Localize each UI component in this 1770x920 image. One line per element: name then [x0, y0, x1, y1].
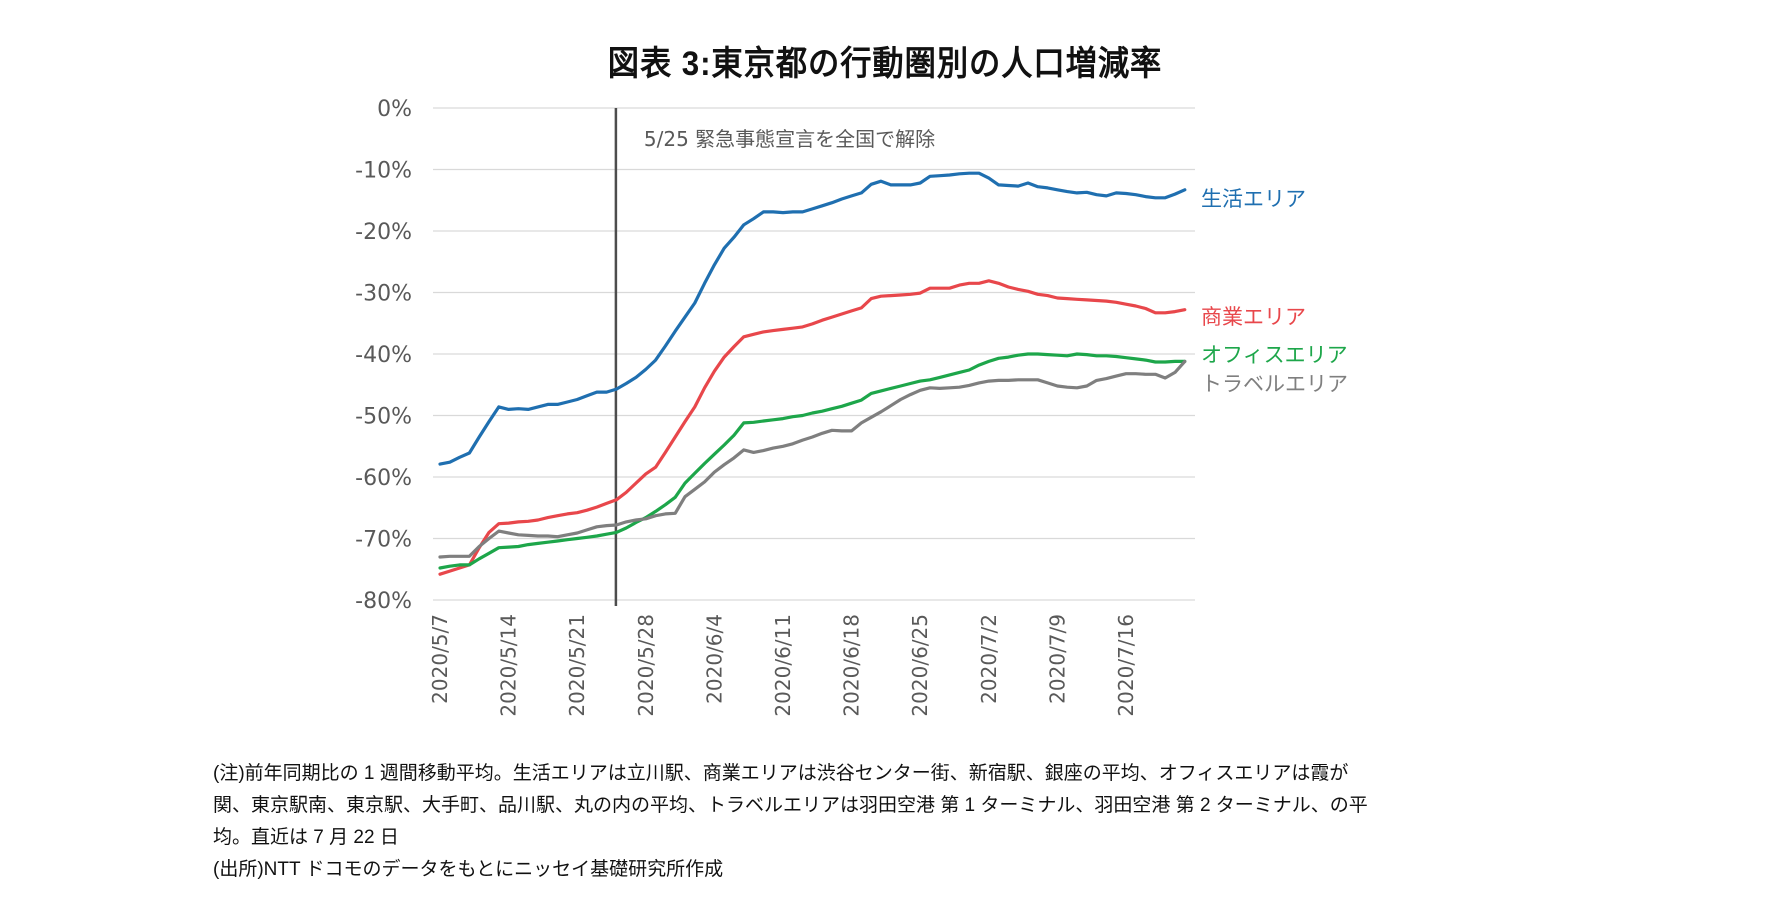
y-tick-label: -50% — [355, 405, 412, 430]
annotation: 5/25 緊急事態宣言を全国で解除 — [614, 108, 935, 606]
x-tick-label: 2020/6/18 — [840, 614, 864, 717]
source-line: (出所)NTT ドコモのデータをもとにニッセイ基礎研究所作成 — [213, 859, 724, 880]
y-tick-label: -80% — [355, 589, 412, 614]
x-tick-label: 2020/7/16 — [1114, 614, 1138, 717]
y-tick-label: -20% — [355, 220, 412, 245]
series-lines — [438, 171, 1187, 576]
series-line — [438, 359, 1187, 559]
note-line-1: (注)前年同期比の 1 週間移動平均。生活エリアは立川駅、商業エリアは渋谷センタ… — [213, 763, 1349, 784]
x-tick-label: 2020/5/21 — [565, 614, 589, 717]
y-tick-label: -70% — [355, 528, 412, 553]
line-chart: 0% -10% -20% -30% -40% -50% -60% -70% -80% 2020/… — [355, 97, 1348, 717]
gridlines — [433, 107, 1195, 601]
series-line — [438, 279, 1187, 576]
y-tick-label: -10% — [355, 159, 412, 184]
series-line — [438, 352, 1187, 570]
y-tick-label: -60% — [355, 466, 412, 491]
x-tick-label: 2020/7/2 — [977, 614, 1001, 704]
y-tick-label: -30% — [355, 282, 412, 307]
series-label: 生活エリア — [1201, 187, 1306, 211]
x-tick-label: 2020/5/14 — [497, 614, 521, 717]
annotation-label: 5/25 緊急事態宣言を全国で解除 — [644, 127, 935, 151]
notes: (注)前年同期比の 1 週間移動平均。生活エリアは立川駅、商業エリアは渋谷センタ… — [213, 758, 1613, 886]
x-axis-ticks: 2020/5/7 2020/5/14 2020/5/21 2020/5/28 2020/… — [428, 614, 1138, 717]
series-line — [438, 171, 1187, 466]
y-tick-label: -40% — [355, 343, 412, 368]
x-tick-label: 2020/6/4 — [702, 614, 726, 704]
series-label: 商業エリア — [1201, 305, 1306, 329]
y-tick-label: 0% — [377, 97, 412, 122]
x-tick-label: 2020/7/9 — [1045, 614, 1069, 704]
chart-title: 図表 3:東京都の行動圏別の人口増減率 — [607, 45, 1163, 83]
note-line-2: 関、東京駅南、東京駅、大手町、品川駅、丸の内の平均、トラベルエリアは羽田空港 第… — [213, 795, 1368, 816]
series-label: トラベルエリア — [1201, 372, 1348, 396]
x-tick-label: 2020/6/11 — [771, 614, 795, 717]
series-label: オフィスエリア — [1201, 343, 1348, 367]
x-tick-label: 2020/5/28 — [634, 614, 658, 717]
x-tick-label: 2020/6/25 — [908, 614, 932, 717]
x-tick-label: 2020/5/7 — [428, 614, 452, 704]
note-line-3: 均。直近は 7 月 22 日 — [213, 827, 399, 848]
y-axis-ticks: 0% -10% -20% -30% -40% -50% -60% -70% -80% — [355, 97, 412, 614]
